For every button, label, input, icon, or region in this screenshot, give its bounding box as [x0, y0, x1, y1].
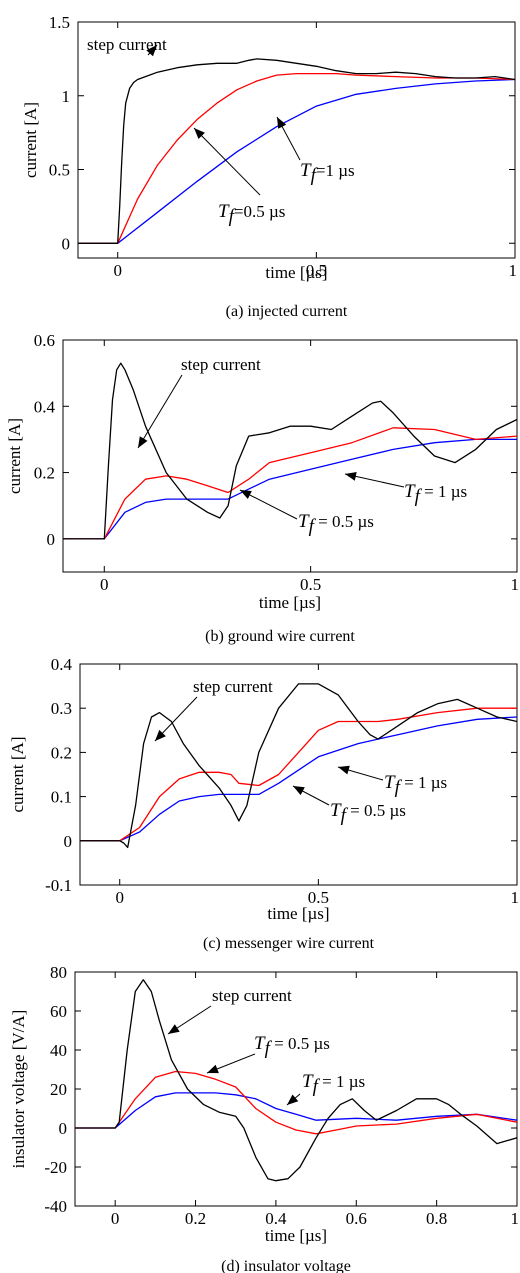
series-line-tf-0-5us — [80, 707, 517, 842]
panel-caption: (a) injected current — [226, 303, 348, 320]
y-axis-label: current [A] — [5, 418, 24, 494]
y-tick-label: 0 — [64, 832, 73, 851]
y-tick-label: 0.2 — [51, 743, 72, 762]
x-tick-label: 0 — [115, 888, 124, 907]
x-tick-label: 1 — [511, 575, 520, 594]
y-tick-label: 0.5 — [49, 161, 70, 180]
annotation-step-current: step current — [193, 677, 273, 696]
y-tick-label: 0.2 — [34, 464, 55, 483]
chart-panel: 0 0.5 1 1.5 0 0.5 1 time [µs] current [A] (a) inj… — [21, 13, 517, 320]
annotation-rise-time: Tf = 0.5 µs — [330, 800, 406, 826]
y-tick-label: 40 — [50, 1041, 67, 1060]
x-tick-label: 1 — [509, 261, 518, 280]
annotation-step-current: step current — [212, 986, 292, 1005]
x-axis-label: time [µs] — [267, 904, 329, 923]
series-line-tf-1us — [78, 78, 515, 244]
annotation-step-current: step current — [87, 35, 167, 54]
y-tick-label: 0.4 — [34, 397, 56, 416]
annotation-rise-time: Tf = 1 µs — [302, 1071, 365, 1097]
y-tick-label: 0.3 — [51, 699, 72, 718]
annotation-rise-time: Tf = 0.5 µs — [298, 511, 374, 537]
annotation-arrowhead — [168, 1024, 180, 1034]
x-tick-label: 0.5 — [306, 261, 327, 280]
annotation-rise-time: Tf = 1 µs — [404, 481, 467, 507]
annotation-arrowhead — [345, 472, 357, 481]
series-line-tf-0-5us — [75, 1070, 517, 1135]
annotation-step-current: step current — [181, 355, 261, 374]
x-tick-label: 0.8 — [426, 1209, 447, 1228]
x-tick-label: 0.6 — [346, 1209, 367, 1228]
y-tick-label: 60 — [50, 1002, 67, 1021]
annotation-arrowhead — [146, 45, 157, 57]
annotation-arrowhead — [293, 786, 305, 796]
y-tick-label: 0 — [59, 1119, 68, 1138]
series-line-tf-1us — [75, 1092, 517, 1129]
annotation-arrowhead — [338, 765, 350, 775]
x-tick-label: 0 — [111, 1209, 120, 1228]
series-line-step-current — [63, 362, 517, 540]
annotation-rise-time: Tf = 1 µs — [384, 772, 447, 798]
x-tick-label: 0 — [113, 261, 122, 280]
x-tick-label: 0.5 — [308, 888, 329, 907]
plot-frame — [77, 21, 516, 259]
x-tick-label: 0.2 — [185, 1209, 206, 1228]
annotation-arrowhead — [138, 436, 148, 448]
x-axis-label: time [µs] — [265, 263, 327, 282]
x-axis-label: time [µs] — [259, 593, 321, 612]
series-line-step-current — [78, 58, 515, 244]
y-tick-label: -40 — [44, 1197, 67, 1216]
panel-caption: (c) messenger wire current — [203, 935, 375, 952]
y-tick-label: 0 — [62, 234, 71, 253]
y-tick-label: 1 — [62, 87, 71, 106]
plot-frame — [79, 663, 518, 886]
x-axis-label: time [µs] — [265, 1226, 327, 1245]
chart-panel: 0 0.2 0.4 0.6 0 0.5 1 time [µs] current [A] (b) g… — [5, 331, 519, 645]
x-tick-label: 1 — [511, 1209, 520, 1228]
y-tick-label: 1.5 — [49, 13, 70, 32]
series-line-tf-1us — [80, 716, 517, 842]
y-tick-label: 0.1 — [51, 788, 72, 807]
x-tick-label: 0.5 — [300, 575, 321, 594]
y-tick-label: 0 — [47, 530, 56, 549]
series-line-step-current — [75, 979, 517, 1182]
series-line-tf-1us — [63, 438, 517, 540]
y-axis-label: current [A] — [8, 737, 27, 813]
y-tick-label: 0.6 — [34, 331, 55, 350]
annotation-arrowhead — [287, 1094, 299, 1105]
y-tick-label: -0.1 — [45, 876, 72, 895]
annotation-arrowhead — [194, 128, 205, 139]
x-tick-label: 0.4 — [265, 1209, 287, 1228]
chart-panel: -0.1 0 0.1 0.2 0.3 0.4 0 0.5 1 time [µs] current [… — [8, 655, 519, 952]
panel-caption: (b) ground wire current — [205, 628, 355, 645]
series-line-step-current — [80, 683, 517, 849]
annotation-arrow-line — [193, 127, 261, 196]
annotation-arrowhead — [207, 1064, 219, 1074]
plot-frame — [62, 339, 518, 573]
annotation-arrowhead — [277, 117, 287, 129]
y-tick-label: 80 — [50, 963, 67, 982]
x-tick-label: 0 — [100, 575, 109, 594]
y-tick-label: -20 — [44, 1158, 67, 1177]
annotation-rise-time: Tf=1 µs — [300, 160, 355, 186]
panel-caption: (d) insulator voltage — [221, 1258, 351, 1273]
annotation-arrow-line — [137, 374, 183, 449]
y-axis-label: current [A] — [21, 102, 40, 178]
y-axis-label: insulator voltage [V/A] — [9, 1010, 28, 1169]
chart-panel: -40 -20 0 20 40 60 80 0 0.2 0.4 0.6 0.8 1 time [µs] in… — [9, 963, 519, 1273]
y-tick-label: 20 — [50, 1080, 67, 1099]
series-line-tf-0-5us — [78, 72, 515, 244]
series-line-tf-0-5us — [63, 427, 517, 540]
annotation-arrowhead — [155, 729, 166, 741]
annotation-rise-time: Tf = 0.5 µs — [254, 1033, 330, 1059]
y-tick-label: 0.4 — [51, 655, 73, 674]
annotation-arrowhead — [240, 490, 252, 499]
x-tick-label: 1 — [511, 888, 520, 907]
annotation-rise-time: Tf=0.5 µs — [218, 201, 285, 227]
